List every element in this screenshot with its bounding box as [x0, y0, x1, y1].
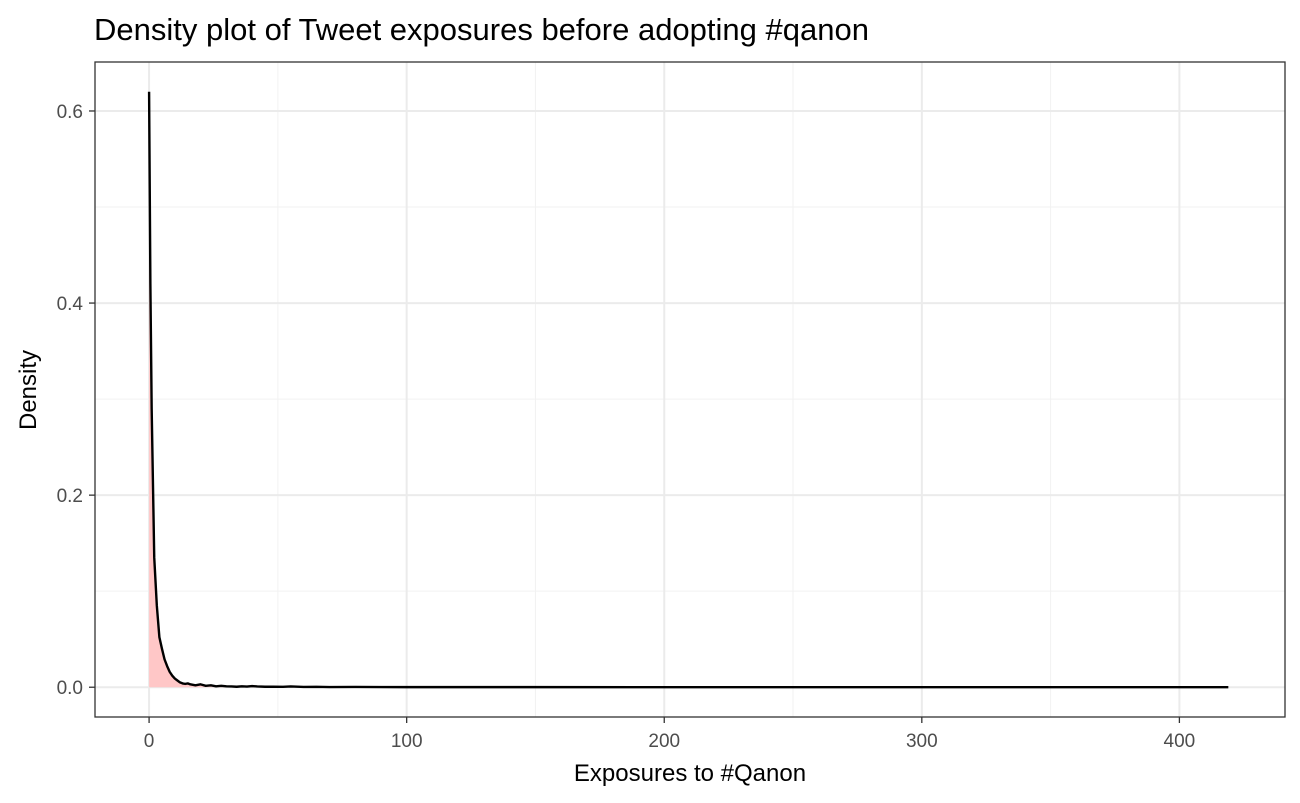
y-axis: 0.0 0.2 0.4 0.6	[57, 102, 95, 699]
chart-title: Density plot of Tweet exposures before a…	[94, 12, 869, 47]
y-tick-label: 0.0	[57, 678, 83, 699]
minor-gridlines	[95, 62, 1285, 717]
x-tick-label: 300	[906, 731, 938, 752]
x-tick-label: 100	[391, 731, 423, 752]
y-tick-label: 0.2	[57, 486, 83, 507]
x-axis: 0 100 200 300 400	[144, 717, 1195, 752]
plot-panel	[95, 62, 1285, 717]
y-axis-title: Density	[15, 350, 42, 430]
x-tick-label: 0	[144, 731, 155, 752]
x-tick-label: 200	[648, 731, 680, 752]
x-axis-title: Exposures to #Qanon	[574, 760, 806, 787]
density-line	[147, 91, 1229, 689]
y-tick-label: 0.4	[57, 294, 84, 315]
panel-border	[94, 61, 1286, 718]
x-tick-label: 400	[1164, 731, 1196, 752]
y-tick-label: 0.6	[57, 102, 83, 123]
series-layer	[147, 91, 1229, 689]
panel-background	[95, 62, 1285, 717]
